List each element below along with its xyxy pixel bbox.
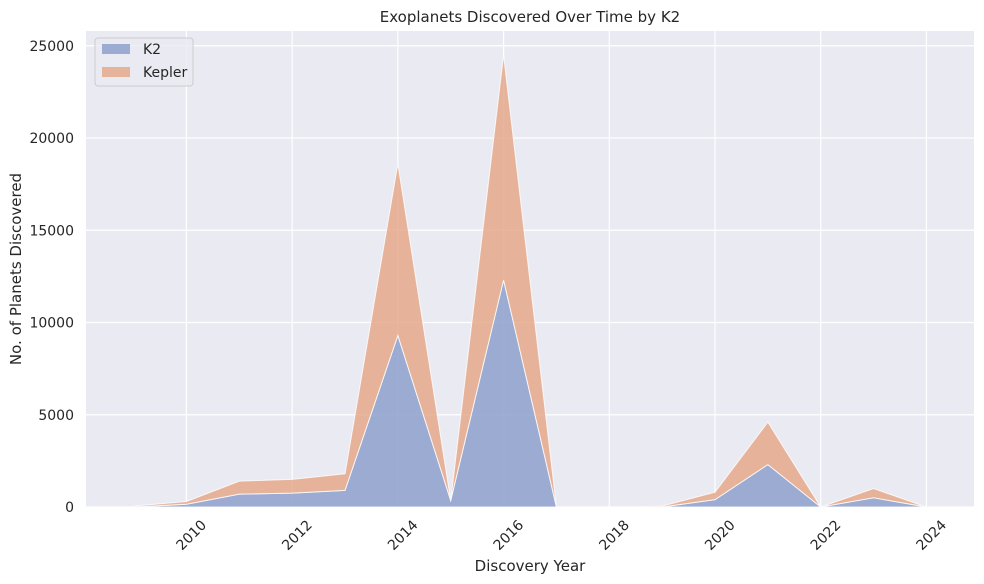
x-tick-label: 2024 — [914, 517, 951, 554]
x-tick-label: 2014 — [385, 517, 422, 554]
x-tick-label: 2020 — [702, 517, 739, 554]
area-series-layer — [133, 54, 927, 508]
y-tick-label: 5000 — [38, 408, 74, 424]
legend-label-k2: K2 — [143, 42, 161, 58]
y-tick-labels: 0 5000 10000 15000 20000 25000 — [29, 39, 74, 516]
y-axis-label: No. of Planets Discovered — [7, 173, 25, 365]
legend-swatch-k2 — [102, 44, 130, 54]
x-tick-labels: 2010 2012 2014 2016 2018 2020 2022 2024 — [174, 517, 951, 554]
legend-swatch-kepler — [102, 67, 130, 77]
x-tick-label: 2022 — [808, 517, 845, 554]
y-tick-label: 25000 — [29, 39, 74, 55]
x-tick-label: 2010 — [174, 517, 211, 554]
x-tick-label: 2016 — [491, 517, 528, 554]
y-tick-label: 15000 — [29, 223, 74, 239]
y-tick-label: 10000 — [29, 316, 74, 332]
legend: K2 Kepler — [94, 37, 194, 87]
chart-title: Exoplanets Discovered Over Time by K2 — [380, 8, 680, 26]
area-series-kepler — [133, 54, 927, 508]
x-tick-label: 2012 — [279, 517, 316, 554]
y-tick-label: 20000 — [29, 131, 74, 147]
x-axis-label: Discovery Year — [475, 557, 586, 575]
legend-label-kepler: Kepler — [143, 65, 187, 81]
y-tick-label: 0 — [65, 500, 74, 516]
x-tick-label: 2018 — [596, 517, 633, 554]
